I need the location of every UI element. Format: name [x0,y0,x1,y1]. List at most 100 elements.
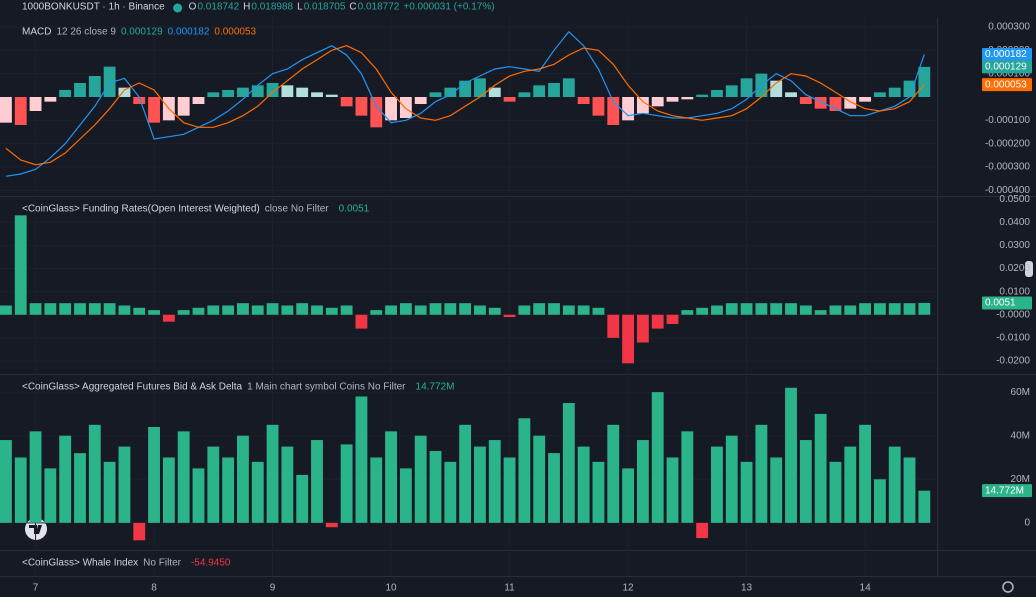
histogram-bar [0,97,12,123]
legend-value: 0.0051 [339,204,370,215]
bar [770,303,783,315]
histogram-bar [325,94,338,97]
scroll-handle[interactable] [1025,261,1033,277]
bar [666,314,679,324]
bar [414,305,427,315]
histogram-bar [814,97,827,109]
bar [177,431,190,523]
bar [666,457,679,523]
bar [636,440,649,523]
bar [29,303,42,315]
bar [503,314,516,318]
bar [74,303,86,315]
histogram-bar [429,92,442,97]
ohlc-value: 0.018705 [304,2,346,13]
bar [14,215,27,315]
histogram-bar [651,97,664,107]
histogram-bar [74,83,86,97]
bar [192,307,205,315]
y-tick-label: -0.0200 [996,356,1030,367]
bar [133,307,146,315]
histogram-bar [829,97,842,111]
histogram-bar [29,97,42,111]
bar [385,431,397,523]
bar [311,305,323,315]
price-badge [982,48,1032,62]
histogram-bar [177,97,190,116]
ohlc-key: C [349,2,356,13]
bar [207,305,220,315]
bar [133,522,146,541]
settings-icon[interactable] [1002,581,1014,593]
bar [814,413,827,523]
histogram-bar [414,97,427,104]
histogram-bar [311,92,323,97]
y-tick-label: 0 [1024,517,1030,528]
y-tick-label: 0.0300 [999,240,1030,251]
histogram-bar [888,87,901,97]
scroll-button[interactable] [1025,261,1033,277]
histogram-bar [118,87,131,97]
bar [622,468,634,523]
pane-title: <CoinGlass> Whale Index [22,558,138,569]
bar [444,303,457,315]
histogram-bar [14,97,27,125]
bar [592,307,605,315]
y-tick-label: 20M [1011,474,1030,485]
bar [296,474,309,523]
bar [488,307,501,315]
bar [829,305,842,315]
y-tick-label: -0.000200 [985,138,1030,149]
signal-line [5,45,925,166]
bar [474,305,486,315]
histogram-bar [296,87,309,97]
histogram-bar [725,85,738,97]
bar [14,457,27,523]
bar [370,457,383,523]
bar [29,431,42,523]
histogram-bar [873,92,886,97]
bar [844,446,857,523]
bar [903,303,916,315]
bar [859,424,872,523]
bar [903,457,916,523]
bar [740,303,753,315]
histogram-bar [859,97,872,102]
x-tick-label: 13 [741,583,753,594]
bar [577,446,590,523]
histogram-bar [607,97,620,125]
bar [725,303,738,315]
bar [755,303,768,315]
bar [340,305,353,315]
bar [429,450,442,523]
status-dot [173,3,183,13]
bar [681,431,694,523]
bar [725,435,738,523]
price-badge-label: 0.000053 [985,79,1027,90]
bar [518,418,531,523]
bar [118,446,131,523]
bar [888,303,901,315]
bar [162,314,175,322]
legend-value: 14.772M [416,382,455,393]
y-tick-label: 0.0500 [999,194,1030,205]
bar [918,490,931,523]
bar [814,310,827,315]
bar [711,446,723,523]
bar [251,305,264,315]
settings-button[interactable] [1002,581,1014,593]
bar [399,303,412,315]
price-change: +0.000031 (+0.17%) [403,2,494,13]
signal-line [5,30,925,177]
bar [785,303,797,315]
histogram-bar [370,97,383,128]
bar [385,305,397,315]
histogram-bar [844,97,857,109]
bar [562,403,575,523]
y-tick-label: 0.0200 [999,263,1030,274]
bar [88,424,101,523]
pane-title: <CoinGlass> Aggregated Futures Bid & Ask… [22,382,243,393]
bar [518,305,531,315]
bar [562,305,575,315]
bar [785,387,797,523]
